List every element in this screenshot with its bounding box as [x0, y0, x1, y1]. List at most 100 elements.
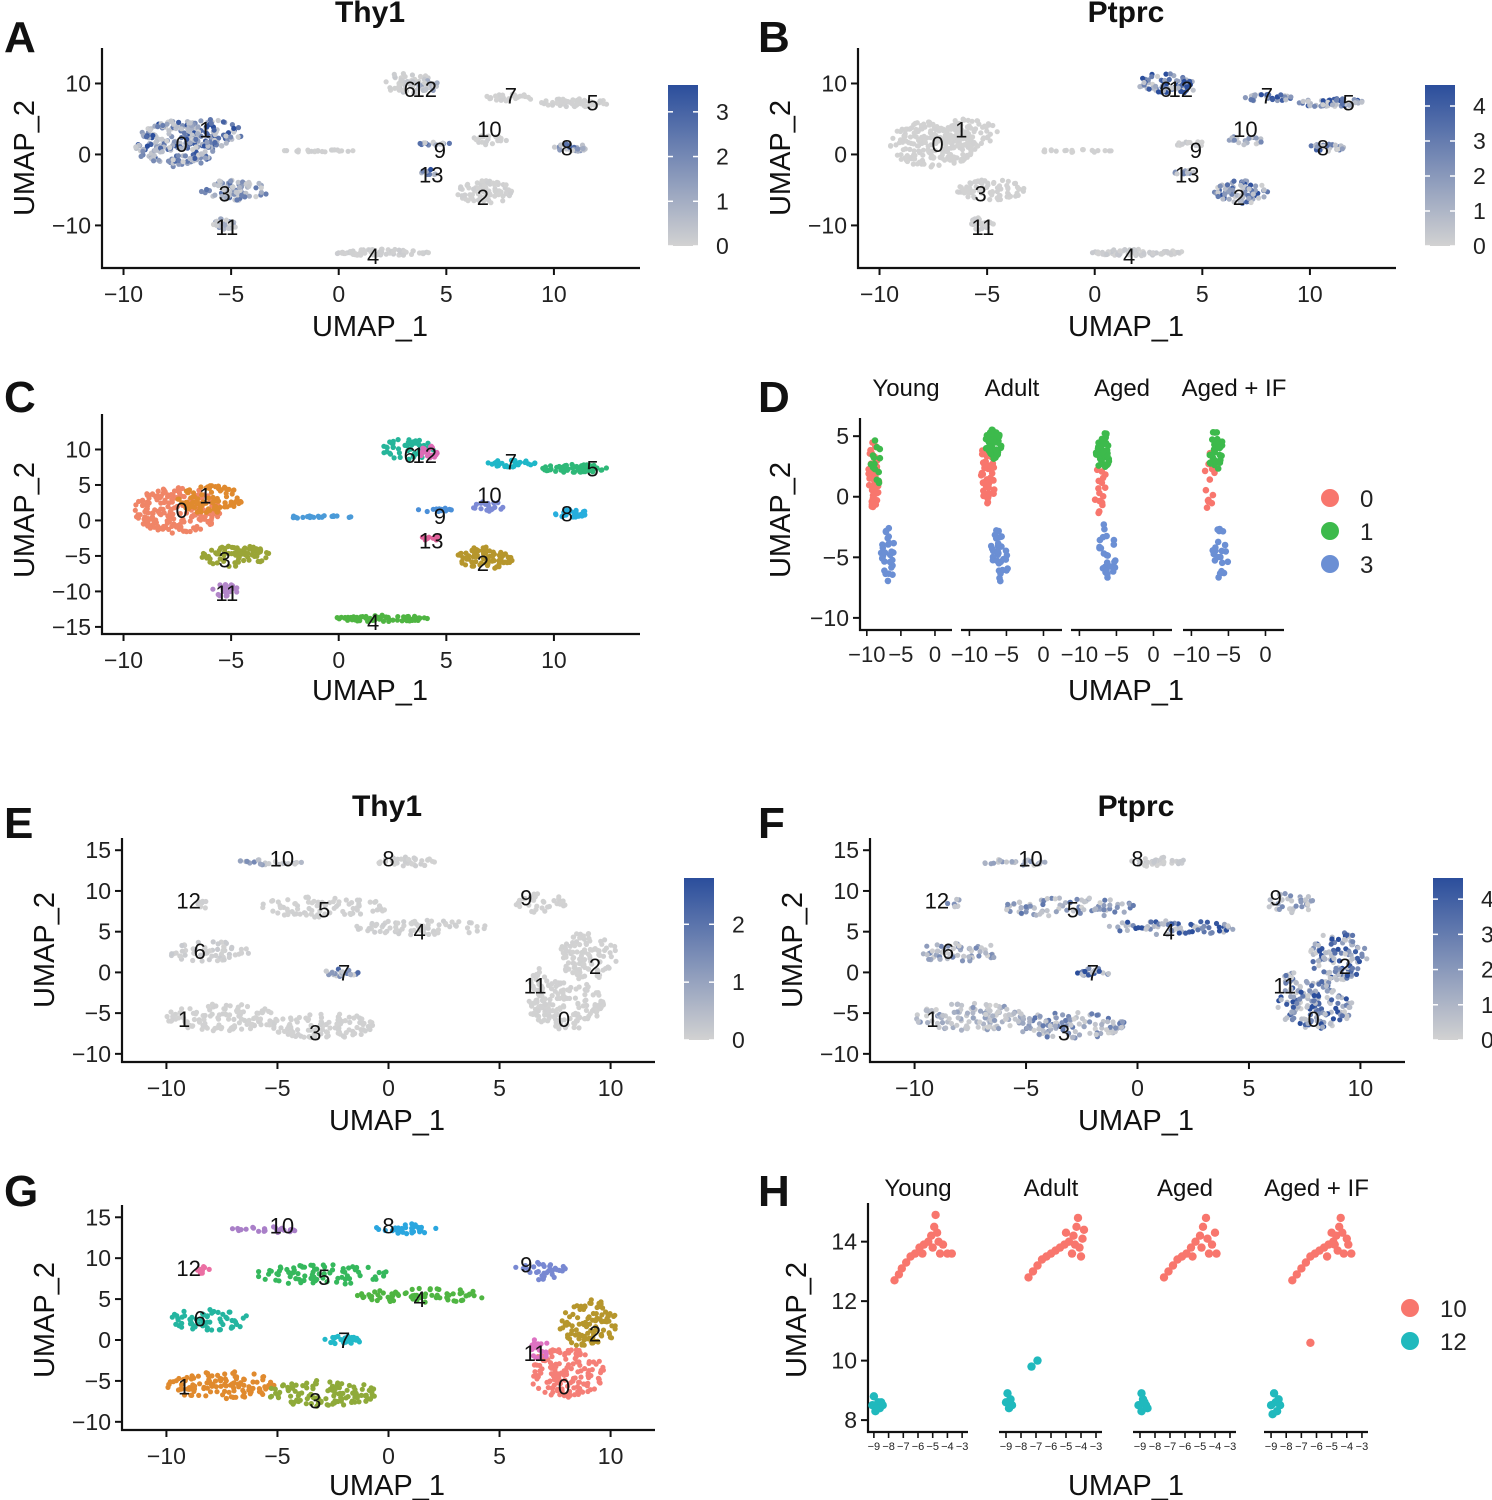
x-tick-label: 0	[929, 642, 941, 667]
cell-point-cluster-5	[1053, 909, 1059, 915]
cell-point-cluster-0	[1346, 1004, 1352, 1011]
cell-point-cluster-0	[928, 142, 934, 148]
cell-point-cluster-2	[482, 193, 488, 199]
cluster-label-6: 6	[404, 443, 416, 468]
facet-aged-if: Aged + IF−10 −5 0	[1173, 375, 1287, 667]
cell-point-cluster-3	[1209, 547, 1216, 554]
cell-point-cluster-3	[994, 540, 1002, 547]
cell-point-cluster-11	[217, 582, 223, 588]
cell-point-cluster-0	[986, 478, 993, 486]
cell-point-cluster-2	[1261, 194, 1267, 200]
cell-point-cluster-2	[1341, 936, 1347, 943]
cell-point-cluster-2	[478, 560, 484, 566]
cell-point-cluster-3	[1005, 191, 1011, 197]
cell-point-cluster-7	[506, 96, 512, 102]
colorbar-tick-label: 2	[1481, 957, 1492, 983]
cell-point-cluster-4	[336, 615, 342, 621]
cell-point-cluster-10	[478, 506, 484, 512]
cell-point-cluster-4	[1216, 924, 1222, 930]
cell-point-cluster-8	[429, 858, 435, 864]
facet-strip-label: Aged + IF	[1182, 375, 1287, 402]
cell-point-cluster-1	[974, 143, 980, 149]
cell-point-cluster-3	[205, 555, 212, 561]
cell-point-cluster-1	[971, 129, 977, 135]
cell-point-cluster-0	[1327, 1021, 1333, 1027]
cell-point-cluster-4	[382, 930, 388, 936]
cell-point-cluster-11	[224, 587, 230, 594]
cell-point-cluster-4	[1095, 251, 1101, 257]
cell-point-cluster-5	[330, 899, 336, 905]
cell-point-cluster-7	[1105, 971, 1112, 977]
y-tick-label: −10	[52, 212, 91, 238]
cell-point-cluster-10	[1236, 140, 1242, 146]
cell-point-cluster-6	[395, 84, 401, 90]
cell-point-cluster-2	[501, 560, 507, 566]
cell-point	[1063, 147, 1069, 153]
cell-point-cluster-3	[977, 187, 984, 193]
cell-point-cluster-2	[481, 546, 487, 552]
cell-point-cluster-5	[1107, 902, 1113, 908]
cell-point-cluster-0	[176, 489, 182, 495]
cell-point-cluster-10	[244, 858, 250, 865]
cell-point-cluster-5	[1121, 909, 1127, 915]
cell-point-cluster-1	[1007, 1023, 1013, 1029]
cell-point-cluster-5	[331, 905, 337, 911]
cell-point-cluster-3	[889, 571, 896, 578]
cell-point-cluster-3	[212, 192, 218, 198]
cell-point-cluster-2	[470, 554, 476, 560]
cell-point-cluster-5	[1107, 897, 1113, 903]
cell-point-cluster-13	[425, 535, 431, 542]
cell-point-cluster-5	[582, 103, 588, 110]
cell-point-cluster-1	[209, 1011, 215, 1017]
cell-point-cluster-2	[1237, 199, 1243, 205]
y-tick-label: 0	[98, 959, 111, 985]
cell-point-cluster-10	[495, 500, 501, 506]
cell-point-cluster-0	[1284, 1001, 1290, 1007]
cell-point-cluster-3	[968, 180, 974, 187]
cell-point-cluster-1	[196, 1019, 203, 1025]
x-tick-label: −10	[147, 1443, 186, 1469]
cell-point-cluster-3	[1020, 1020, 1026, 1026]
cell-point-cluster-1	[215, 1015, 221, 1021]
cell-point-cluster-2	[1350, 932, 1356, 939]
cell-point-cluster-4	[410, 248, 416, 254]
cell-point-cluster-0	[902, 133, 908, 139]
cell-point-cluster-5	[592, 100, 598, 106]
cell-point-cluster-3	[336, 1025, 342, 1031]
cell-point-cluster-3	[271, 1025, 277, 1031]
cell-point-cluster-0	[1309, 983, 1315, 989]
x-axis-title: UMAP_1	[312, 311, 428, 343]
cell-point-cluster-0	[1290, 1004, 1296, 1011]
cell-point-cluster-0	[1099, 493, 1107, 500]
cell-point-cluster-0	[917, 150, 923, 156]
cluster-label-13: 13	[419, 528, 443, 553]
cell-point-cluster-7	[525, 94, 532, 100]
cell-point-cluster-0	[951, 154, 957, 160]
cell-point-cluster-8	[409, 861, 415, 867]
cell-point-cluster-5	[554, 100, 560, 106]
cell-point-cluster-8	[411, 855, 417, 861]
cell-point-cluster-8	[570, 514, 576, 520]
cell-point-cluster-2	[503, 191, 509, 197]
cell-point-cluster-7	[355, 970, 361, 976]
cell-point-cluster-1	[198, 133, 204, 139]
cell-point-cluster-0	[977, 472, 985, 479]
colorbar: 012	[684, 878, 745, 1053]
x-tick-label: −5	[218, 647, 244, 673]
cell-point-cluster-2	[612, 943, 618, 950]
cell-point-cluster-4	[351, 614, 357, 620]
cell-point-cluster-2	[457, 551, 463, 557]
cell-point-cluster-5	[260, 901, 266, 907]
cell-point-cluster-1	[977, 1019, 983, 1025]
cell-point-cluster-0	[960, 151, 966, 158]
cell-point-cluster-0	[927, 150, 934, 156]
cell-point-cluster-7	[1283, 97, 1289, 103]
cell-point-cluster-8	[1180, 857, 1186, 863]
cell-point-cluster-1	[231, 125, 237, 131]
cell-point-cluster-0	[1095, 485, 1102, 492]
y-tick-label: 5	[98, 1286, 111, 1312]
cell-point-cluster-3	[264, 550, 270, 556]
cell-point-cluster-1	[189, 132, 195, 138]
cell-point-cluster-0	[1319, 979, 1325, 985]
cell-point-cluster-6	[400, 87, 407, 93]
